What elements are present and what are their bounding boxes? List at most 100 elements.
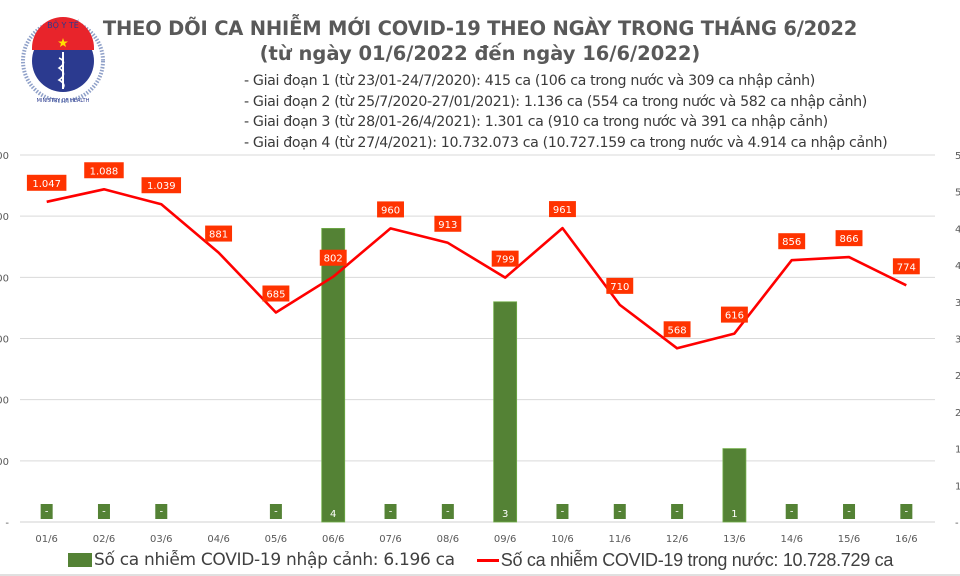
x-axis-tick-label: 04/6: [207, 534, 229, 545]
line-data-label-box: [606, 277, 634, 294]
line-data-label-box: [892, 258, 920, 275]
legend-bar-swatch: [68, 553, 92, 567]
bar-data-label: -: [847, 507, 851, 518]
x-axis-tick-label: 16/6: [895, 534, 917, 545]
phase-note-2: - Giai đoạn 2 (từ 25/7/2020-27/01/2021):…: [244, 93, 867, 110]
phase-note-1: - Giai đoạn 1 (từ 23/01-24/7/2020): 415 …: [244, 73, 815, 89]
legend-bar-label: Số ca nhiễm COVID-19 nhập cảnh: 6.196 ca: [94, 550, 455, 570]
bar-zero-marker-03/6: [155, 504, 168, 519]
right-axis-tick-label: 5: [955, 188, 960, 199]
ministry-of-health-logo: BỘ Y TẾ MINISTRY OF HEALTH: [21, 17, 105, 104]
bar-zero-marker-08/6: [441, 504, 454, 519]
right-axis-tick-label: 3: [955, 298, 960, 309]
x-axis-tick-label: 07/6: [379, 534, 401, 545]
bar-06/6: [321, 227, 346, 523]
line-data-label: 866: [839, 234, 858, 245]
right-axis-tick-label: 4: [955, 261, 960, 272]
bottom-border: [0, 574, 960, 576]
phase-note-3: - Giai đoạn 3 (từ 28/01-26/4/2021): 1.30…: [244, 114, 828, 130]
legend-line-swatch: [476, 558, 499, 562]
x-axis-tick-label: 05/6: [265, 534, 287, 545]
bar-data-label: 3: [502, 509, 508, 520]
bar-series: - - - - 4 - - 3 - - - 1 - - -: [40, 227, 913, 523]
gridlines: [20, 154, 935, 523]
bar-data-label: 4: [330, 509, 336, 520]
right-axis-tick-label: 1: [955, 481, 960, 492]
line-data-label-box: [778, 233, 806, 250]
domestic-cases-line: [46, 188, 907, 350]
line-data-label: 856: [782, 237, 801, 248]
line-data-label-box: [205, 225, 233, 242]
chart-title: THEO DÕI CA NHIỄM MỚI COVID-19 THEO NGÀY…: [102, 17, 858, 40]
logo-bottom-text: MINISTRY OF HEALTH: [37, 98, 90, 104]
x-axis-tick-label: 01/6: [35, 534, 57, 545]
line-data-label: 568: [668, 325, 687, 336]
x-axis-tick-label: 02/6: [93, 534, 115, 545]
left-axis-tick-label: 00: [0, 212, 9, 223]
bar-data-label: 1: [731, 509, 737, 520]
line-data-label: 685: [266, 290, 285, 301]
line-data-label: 1.088: [90, 166, 119, 177]
line-data-label-box: [835, 230, 863, 247]
bar-data-label: -: [389, 507, 393, 518]
left-axis-tick-label: 00: [0, 457, 9, 468]
line-data-label-box: [26, 174, 67, 191]
left-axis-tick-label: 00: [0, 151, 9, 162]
bar-data-label: -: [102, 507, 106, 518]
line-data-label-box: [434, 215, 462, 232]
line-data-label-box: [262, 285, 290, 302]
bar-zero-marker-02/6: [97, 504, 110, 519]
line-data-label: 802: [324, 254, 343, 265]
logo-top-text: BỘ Y TẾ: [47, 19, 80, 30]
chart-subtitle: (từ ngày 01/6/2022 đến ngày 16/6/2022): [259, 42, 701, 65]
bar-zero-marker-14/6: [785, 504, 798, 519]
line-data-label: 1.047: [32, 179, 61, 190]
bar-zero-marker-11/6: [613, 504, 626, 519]
bar-09/6: [493, 301, 518, 523]
x-axis-tick-label: 10/6: [551, 534, 573, 545]
right-axis-tick-label: 3: [955, 335, 960, 346]
bar-zero-marker-07/6: [384, 504, 397, 519]
line-data-label: 881: [209, 230, 228, 241]
bar-zero-marker-12/6: [671, 504, 684, 519]
legend: Số ca nhiễm COVID-19 nhập cảnh: 6.196 ca…: [68, 548, 893, 572]
line-data-label-box: [491, 250, 519, 267]
x-axis-tick-label: 08/6: [437, 534, 459, 545]
left-axis: - 00 00 00 00 00 00: [0, 151, 9, 529]
left-axis-tick-label: -: [5, 518, 9, 529]
line-data-label-box: [319, 249, 347, 266]
bar-data-label: -: [446, 507, 450, 518]
line-data-label: 799: [496, 255, 515, 266]
bar-data-label: -: [675, 507, 679, 518]
right-axis-tick-label: 4: [955, 224, 960, 235]
bar-13/6: [722, 448, 747, 523]
x-axis-tick-label: 15/6: [838, 534, 860, 545]
line-data-label: 1.039: [147, 181, 176, 192]
line-data-label-box: [549, 201, 576, 218]
right-axis: - 1 1 2 2 3 3 4 4 5 5: [955, 151, 960, 529]
x-axis: 01/6 02/6 03/6 04/6 05/6 06/6 07/6 08/6 09/6 10/6…: [35, 534, 917, 545]
bar-zero-marker-05/6: [269, 504, 282, 519]
right-axis-tick-label: -: [955, 518, 959, 529]
right-axis-tick-label: 2: [955, 371, 960, 382]
x-axis-tick-label: 11/6: [609, 534, 631, 545]
line-data-label-box: [377, 201, 404, 218]
line-data-label: 710: [610, 282, 629, 293]
line-series: [46, 188, 907, 350]
bar-zero-marker-10/6: [556, 504, 569, 519]
bar-data-label: -: [905, 507, 909, 518]
line-data-label: 616: [725, 311, 744, 322]
x-axis-tick-label: 03/6: [150, 534, 172, 545]
line-data-label-box: [84, 162, 124, 179]
bar-data-label: -: [561, 507, 565, 518]
bar-data-label: -: [274, 507, 278, 518]
x-axis-tick-label: 12/6: [666, 534, 688, 545]
bar-data-label: -: [45, 507, 49, 518]
x-axis-tick-label: 13/6: [723, 534, 745, 545]
legend-line-label: Số ca nhiễm COVID-19 trong nước: 10.728.…: [500, 549, 894, 570]
bar-zero-marker-16/6: [900, 504, 913, 519]
x-axis-tick-label: 14/6: [780, 534, 802, 545]
bar-data-label: -: [790, 507, 794, 518]
left-axis-tick-label: 00: [0, 396, 9, 407]
